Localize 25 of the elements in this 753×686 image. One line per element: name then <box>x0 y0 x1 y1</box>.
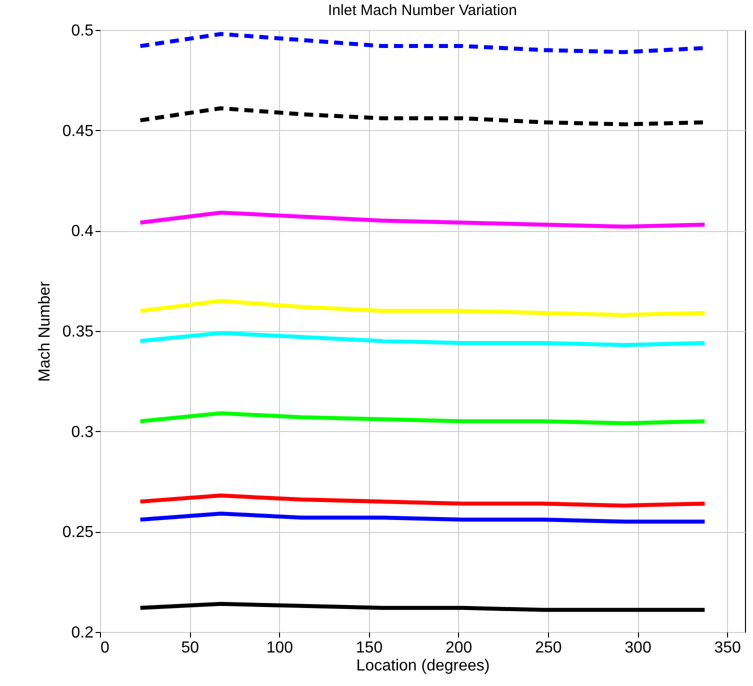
line-series <box>138 298 707 317</box>
x-tick-label: 250 <box>535 640 562 656</box>
line-series <box>138 411 707 426</box>
line-series <box>138 602 707 612</box>
x-axis-title: Location (degrees) <box>356 658 490 674</box>
line-series <box>138 331 707 348</box>
x-tick-label: 350 <box>714 640 742 656</box>
x-tick-label: 200 <box>445 640 472 656</box>
y-tick-label: 0.45 <box>62 122 94 140</box>
y-axis-title: Mach Number <box>36 280 54 382</box>
x-tick-label: 100 <box>266 640 294 656</box>
y-tick-label: 0.3 <box>71 424 94 441</box>
line-series <box>138 210 707 229</box>
y-tick-label: 0.5 <box>71 22 94 40</box>
x-tick-label: 300 <box>624 640 652 656</box>
line-series <box>138 512 707 524</box>
y-tick-label: 0.2 <box>71 624 94 642</box>
x-tick-label: 50 <box>181 640 200 656</box>
y-tick-label: 0.35 <box>62 324 94 340</box>
line-series <box>138 494 707 508</box>
chart-title: Inlet Mach Number Variation <box>328 2 517 19</box>
y-tick-label: 0.4 <box>71 223 94 240</box>
x-tick-label: 150 <box>356 640 383 656</box>
x-tick-label: 0 <box>100 640 110 656</box>
y-tick-label: 0.25 <box>62 524 94 542</box>
